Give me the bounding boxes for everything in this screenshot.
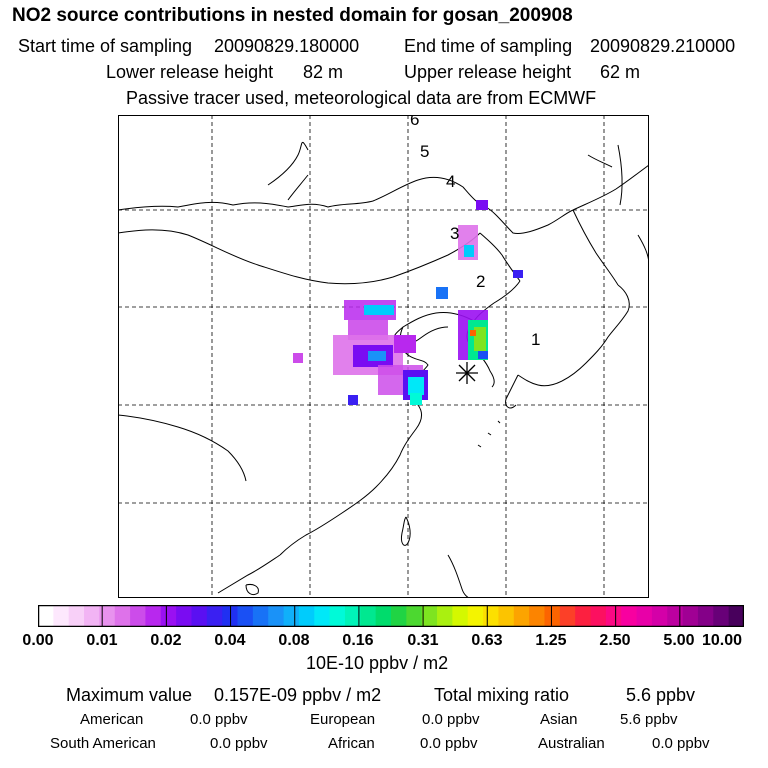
lower-release-label: Lower release height	[106, 62, 274, 82]
colorbar-segment	[697, 605, 714, 627]
colorbar-segment	[483, 605, 500, 627]
colorbar	[38, 605, 744, 627]
colorbar-tick-5: 0.16	[342, 632, 374, 649]
colorbar-segment	[667, 605, 684, 627]
colorbar-segment	[176, 605, 193, 627]
region-value-australian: 0.0 ppbv	[652, 735, 710, 752]
colorbar-segment	[344, 605, 361, 627]
trajectory-label-6: 6	[410, 115, 419, 129]
region-name-south-american: South American	[50, 735, 156, 752]
lower-release-value: 82 m	[303, 62, 344, 82]
tracer-note: Passive tracer used, meteorological data…	[126, 88, 597, 108]
receptor-star-icon	[456, 362, 478, 384]
colorbar-tick-9: 2.50	[599, 632, 631, 649]
colorbar-segment	[498, 605, 515, 627]
colorbar-segment	[268, 605, 285, 627]
colorbar-tick-8: 1.25	[535, 632, 567, 649]
colorbar-tick-11: 10.00	[701, 632, 743, 649]
region-value-european: 0.0 ppbv	[422, 711, 480, 728]
colorbar-segment	[651, 605, 668, 627]
upper-release-value: 62 m	[600, 62, 641, 82]
trajectory-label-4: 4	[446, 172, 455, 191]
colorbar-segment	[360, 605, 377, 627]
plume-patches	[293, 200, 523, 405]
colorbar-segment	[529, 605, 546, 627]
colorbar-segment	[467, 605, 484, 627]
region-value-south-american: 0.0 ppbv	[210, 735, 268, 752]
colorbar-segment	[559, 605, 576, 627]
colorbar-segment	[437, 605, 453, 627]
colorbar-tick-1: 0.01	[86, 632, 118, 649]
colorbar-segment	[636, 605, 653, 627]
region-value-african: 0.0 ppbv	[420, 735, 478, 752]
colorbar-segment	[513, 605, 530, 627]
trajectory-label-2: 2	[476, 272, 485, 291]
colorbar-segment	[728, 605, 744, 627]
total-mixing-label: Total mixing ratio	[434, 685, 570, 705]
colorbar-segment	[114, 605, 131, 627]
max-value: 0.157E-09 ppbv / m2	[214, 685, 382, 705]
colorbar-segment	[621, 605, 638, 627]
region-value-american: 0.0 ppbv	[190, 711, 248, 728]
colorbar-segment	[575, 605, 592, 627]
colorbar-segment	[237, 605, 254, 627]
colorbar-segment	[38, 605, 54, 627]
colorbar-tick-4: 0.08	[278, 632, 310, 649]
colorbar-segment	[682, 605, 699, 627]
colorbar-tick-0: 0.00	[22, 632, 54, 649]
colorbar-segment	[191, 605, 208, 627]
colorbar-segment	[544, 605, 561, 627]
colorbar-segment	[713, 605, 730, 627]
colorbar-segment	[252, 605, 269, 627]
total-mixing-value: 5.6 ppbv	[626, 685, 696, 705]
colorbar-segment	[314, 605, 331, 627]
colorbar-segment	[160, 605, 177, 627]
colorbar-segment	[145, 605, 162, 627]
colorbar-segment	[130, 605, 147, 627]
end-time-label: End time of sampling	[404, 36, 573, 56]
region-name-american: American	[80, 711, 144, 728]
upper-release-label: Upper release height	[404, 62, 572, 82]
colorbar-tick-6: 0.31	[407, 632, 439, 649]
colorbar-segment	[375, 605, 392, 627]
colorbar-segment	[590, 605, 607, 627]
colorbar-units: 10E-10 ppbv / m2	[306, 653, 449, 673]
colorbar-segment	[605, 605, 622, 627]
trajectory-label-1: 1	[531, 330, 540, 349]
colorbar-tick-7: 0.63	[471, 632, 503, 649]
colorbar-tick-10: 5.00	[663, 632, 695, 649]
colorbar-tick-2: 0.02	[150, 632, 182, 649]
trajectory-label-5: 5	[420, 142, 429, 161]
colorbar-segment	[53, 605, 70, 627]
colorbar-border	[38, 605, 744, 627]
region-value-asian: 5.6 ppbv	[620, 711, 678, 728]
colorbar-tick-3: 0.04	[214, 632, 246, 649]
start-time-value: 20090829.180000	[214, 36, 360, 56]
map-panel: 1 2 3 4 5 6	[118, 115, 649, 598]
region-name-australian: Australian	[538, 735, 605, 752]
end-time-value: 20090829.210000	[590, 36, 736, 56]
colorbar-segment	[406, 605, 423, 627]
trajectory-labels: 1 2 3 4 5 6	[410, 115, 540, 349]
colorbar-segment	[206, 605, 223, 627]
colorbar-segment	[84, 605, 100, 627]
plot-title: NO2 source contributions in nested domai…	[12, 5, 573, 26]
region-name-european: European	[310, 711, 376, 728]
start-time-label: Start time of sampling	[18, 36, 193, 56]
colorbar-segment	[329, 605, 346, 627]
colorbar-segment	[391, 605, 407, 627]
colorbar-segment	[452, 605, 469, 627]
colorbar-segment	[421, 605, 438, 627]
region-name-african: African	[328, 735, 375, 752]
colorbar-segment	[68, 605, 85, 627]
max-value-label: Maximum value	[66, 685, 193, 705]
colorbar-segment	[298, 605, 315, 627]
region-name-asian: Asian	[540, 711, 578, 728]
colorbar-segment	[99, 605, 116, 627]
colorbar-segment	[283, 605, 300, 627]
trajectory-label-3: 3	[450, 224, 459, 243]
